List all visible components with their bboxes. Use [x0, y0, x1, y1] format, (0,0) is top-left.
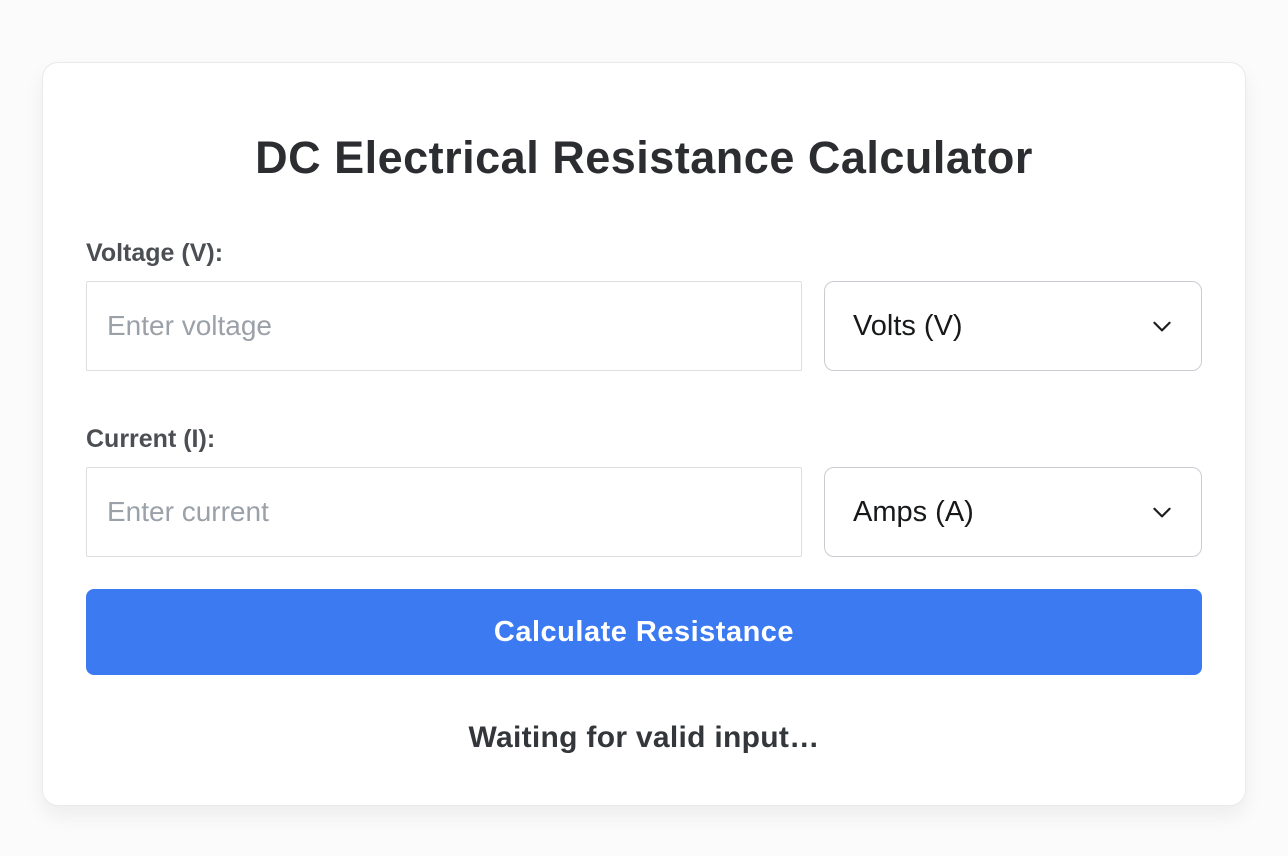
voltage-row: Volts (V) — [86, 281, 1202, 371]
status-text: Waiting for valid input… — [468, 721, 820, 754]
chevron-down-icon — [1153, 321, 1171, 332]
current-unit-select[interactable]: Amps (A) — [824, 467, 1202, 557]
current-input[interactable] — [86, 467, 802, 557]
voltage-label: Voltage (V): — [86, 239, 224, 267]
voltage-input[interactable] — [86, 281, 802, 371]
calculator-card: DC Electrical Resistance Calculator Volt… — [42, 62, 1246, 806]
voltage-unit-value: Volts (V) — [853, 309, 963, 342]
voltage-unit-select[interactable]: Volts (V) — [824, 281, 1202, 371]
current-unit-value: Amps (A) — [853, 495, 974, 528]
calculate-resistance-button[interactable]: Calculate Resistance — [86, 589, 1202, 675]
chevron-down-icon — [1153, 507, 1171, 518]
current-label: Current (I): — [86, 425, 216, 453]
current-row: Amps (A) — [86, 467, 1202, 557]
page-title: DC Electrical Resistance Calculator — [255, 132, 1033, 183]
